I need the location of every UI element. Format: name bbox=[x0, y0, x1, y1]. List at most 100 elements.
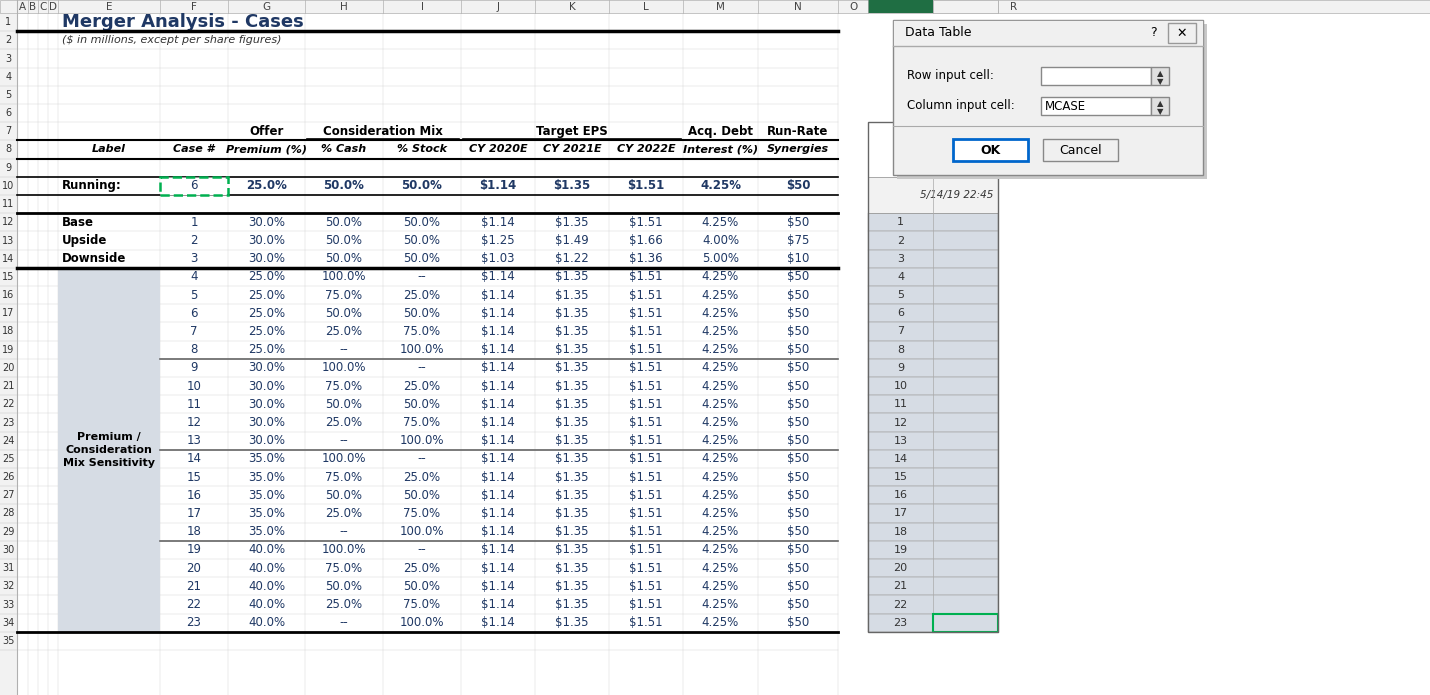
Text: 8: 8 bbox=[897, 345, 904, 354]
Text: C: C bbox=[39, 1, 47, 12]
Text: 50.0%: 50.0% bbox=[326, 306, 362, 320]
Text: 4.25%: 4.25% bbox=[702, 598, 739, 611]
Text: 15: 15 bbox=[186, 471, 202, 484]
Bar bbox=[868, 322, 998, 341]
Text: 4.25%: 4.25% bbox=[702, 216, 739, 229]
Bar bbox=[1151, 97, 1168, 115]
Text: 19: 19 bbox=[894, 545, 908, 555]
Text: $1.14: $1.14 bbox=[479, 179, 516, 193]
Text: 7: 7 bbox=[190, 325, 197, 338]
Text: O: O bbox=[849, 1, 857, 12]
Text: 4.25%: 4.25% bbox=[702, 562, 739, 575]
Text: $1.14: $1.14 bbox=[480, 216, 515, 229]
Text: 8: 8 bbox=[6, 145, 11, 154]
Text: 22: 22 bbox=[3, 400, 14, 409]
Text: 21: 21 bbox=[186, 580, 202, 593]
Text: $50: $50 bbox=[787, 471, 809, 484]
Text: 7: 7 bbox=[6, 126, 11, 136]
Text: $50: $50 bbox=[787, 562, 809, 575]
Text: 23: 23 bbox=[186, 616, 202, 629]
Text: 13: 13 bbox=[3, 236, 14, 245]
Text: 4.25%: 4.25% bbox=[702, 471, 739, 484]
Text: 1: 1 bbox=[897, 218, 904, 227]
Text: 10: 10 bbox=[186, 379, 202, 393]
Text: 35.0%: 35.0% bbox=[247, 471, 285, 484]
Text: $1.14: $1.14 bbox=[480, 325, 515, 338]
Text: 25.0%: 25.0% bbox=[247, 325, 285, 338]
Text: 100.0%: 100.0% bbox=[322, 543, 366, 557]
Text: 4.25%: 4.25% bbox=[702, 434, 739, 447]
Text: $1.14: $1.14 bbox=[480, 543, 515, 557]
Text: 4.25%: 4.25% bbox=[702, 325, 739, 338]
Text: $1.35: $1.35 bbox=[555, 361, 589, 375]
Text: $1.35: $1.35 bbox=[555, 434, 589, 447]
Text: $1.35: $1.35 bbox=[553, 179, 591, 193]
Text: 25.0%: 25.0% bbox=[403, 288, 440, 302]
Text: 75.0%: 75.0% bbox=[326, 562, 363, 575]
Text: $1.14: $1.14 bbox=[480, 379, 515, 393]
Text: 4: 4 bbox=[190, 270, 197, 284]
Text: $50: $50 bbox=[787, 379, 809, 393]
Text: $1.35: $1.35 bbox=[555, 325, 589, 338]
Text: Label: Label bbox=[92, 145, 126, 154]
Text: Running:: Running: bbox=[61, 179, 122, 193]
Text: 31: 31 bbox=[3, 563, 14, 573]
Text: $1.35: $1.35 bbox=[555, 471, 589, 484]
Bar bbox=[1151, 67, 1168, 85]
Text: 25.0%: 25.0% bbox=[403, 471, 440, 484]
Text: $50: $50 bbox=[787, 216, 809, 229]
Text: Downside: Downside bbox=[61, 252, 126, 265]
Text: 3: 3 bbox=[190, 252, 197, 265]
Text: $1.14: $1.14 bbox=[480, 270, 515, 284]
Bar bbox=[868, 432, 998, 450]
Text: 25.0%: 25.0% bbox=[247, 270, 285, 284]
Bar bbox=[868, 231, 998, 250]
Bar bbox=[892, 20, 1203, 46]
Text: $1.51: $1.51 bbox=[628, 179, 665, 193]
Text: 34: 34 bbox=[3, 618, 14, 628]
Text: $1.51: $1.51 bbox=[629, 325, 664, 338]
Text: 50.0%: 50.0% bbox=[326, 398, 362, 411]
Bar bbox=[868, 559, 998, 578]
Text: $1.35: $1.35 bbox=[555, 216, 589, 229]
Text: $50: $50 bbox=[787, 416, 809, 429]
Text: 50.0%: 50.0% bbox=[403, 234, 440, 247]
Text: 25.0%: 25.0% bbox=[326, 325, 363, 338]
Text: Case #: Case # bbox=[173, 145, 214, 154]
Text: ▲: ▲ bbox=[1157, 70, 1163, 79]
Text: Upside: Upside bbox=[61, 234, 107, 247]
Bar bbox=[868, 468, 998, 486]
Text: % Stock: % Stock bbox=[398, 145, 448, 154]
Text: CY 2020E: CY 2020E bbox=[469, 145, 528, 154]
Text: 50.0%: 50.0% bbox=[326, 252, 362, 265]
Text: $50: $50 bbox=[787, 525, 809, 538]
Text: G: G bbox=[263, 1, 270, 12]
Text: 7: 7 bbox=[897, 327, 904, 336]
Text: 5: 5 bbox=[190, 288, 197, 302]
Text: 25.0%: 25.0% bbox=[247, 306, 285, 320]
Text: Acq. Debt: Acq. Debt bbox=[688, 125, 754, 138]
Text: Premium /
Consideration
Mix Sensitivity: Premium / Consideration Mix Sensitivity bbox=[63, 432, 154, 468]
Text: 40.0%: 40.0% bbox=[247, 543, 285, 557]
Text: 100.0%: 100.0% bbox=[400, 525, 445, 538]
Text: $1.35: $1.35 bbox=[555, 562, 589, 575]
Text: Consideration Mix: Consideration Mix bbox=[323, 125, 443, 138]
Text: $1.51: $1.51 bbox=[629, 306, 664, 320]
Text: % Cash: % Cash bbox=[322, 145, 366, 154]
Text: 30.0%: 30.0% bbox=[247, 379, 285, 393]
Text: --: -- bbox=[418, 452, 426, 466]
Text: 35.0%: 35.0% bbox=[247, 489, 285, 502]
Text: 75.0%: 75.0% bbox=[326, 471, 363, 484]
Bar bbox=[868, 213, 998, 231]
Text: Merger Analysis - Cases: Merger Analysis - Cases bbox=[61, 13, 303, 31]
Text: --: -- bbox=[340, 616, 349, 629]
Text: 16: 16 bbox=[186, 489, 202, 502]
Bar bbox=[0, 13, 17, 695]
Text: $1.25: $1.25 bbox=[480, 234, 515, 247]
Text: 32: 32 bbox=[3, 581, 14, 591]
Text: --: -- bbox=[418, 361, 426, 375]
Text: 25.0%: 25.0% bbox=[326, 507, 363, 520]
Text: 4.25%: 4.25% bbox=[702, 616, 739, 629]
Text: ▼: ▼ bbox=[1157, 78, 1163, 86]
Text: 16: 16 bbox=[3, 290, 14, 300]
